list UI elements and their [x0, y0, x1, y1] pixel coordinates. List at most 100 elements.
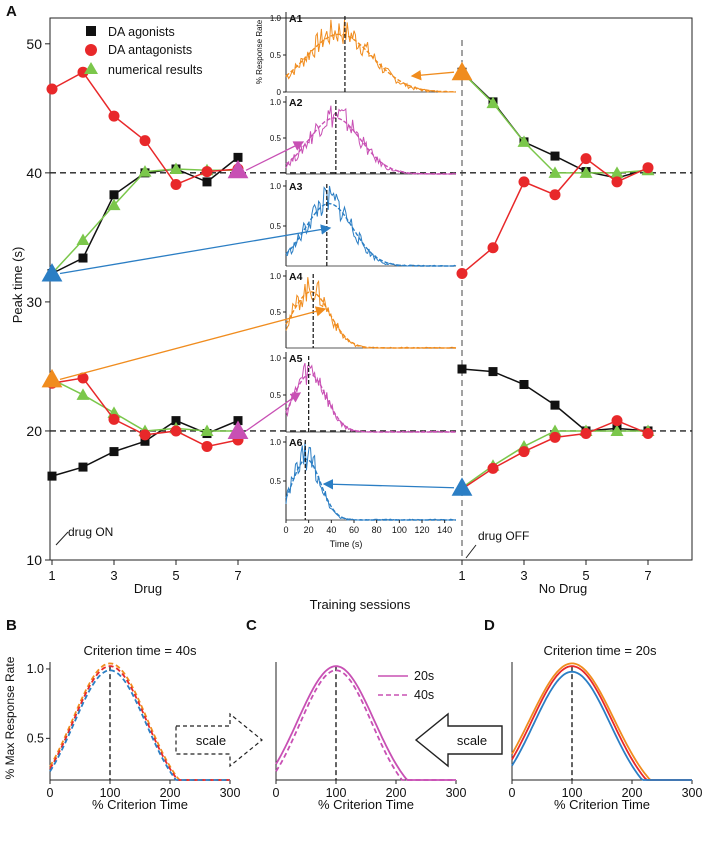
point-numerical-40-nodrug-3	[517, 135, 531, 147]
inset-label-A1: A1	[289, 13, 303, 25]
highlight-marker-A5	[227, 420, 249, 439]
inset-fit-A4	[285, 291, 456, 349]
inset-ylabel: % Response Rate	[255, 19, 264, 84]
arrow-to-A5	[245, 392, 302, 432]
inset-y-tick-label: 1.0	[270, 182, 282, 191]
x-tick-label-100: 100	[326, 786, 347, 800]
arrow-to-A3	[59, 224, 332, 275]
legend-label-numerical: numerical results	[108, 63, 202, 77]
panel-b: B Criterion time = 40s % Max Response Ra…	[3, 617, 240, 812]
point-numerical-40-nodrug-5	[579, 166, 593, 178]
scale-arrow-right-label: scale	[196, 733, 226, 748]
legend-marker-agonist	[86, 26, 96, 36]
inset-x-tick-label-20: 20	[304, 525, 314, 535]
x-tick-label-200: 200	[386, 786, 407, 800]
inset-A2: 0.5 1.0 A2	[270, 96, 457, 175]
point-agonist-20-nodrug-3	[519, 379, 529, 389]
arrow-to-A4	[59, 306, 327, 380]
inset-x-tick-label-100: 100	[392, 525, 407, 535]
point-agonist-20-drug-1	[47, 471, 57, 481]
panel-a-highlight-markers	[41, 61, 473, 496]
point-numerical-20-drug-2	[76, 388, 90, 400]
scale-arrow-left-shape	[414, 712, 503, 768]
y-tick-label-20: 20	[26, 423, 42, 439]
y-tick-label-50: 50	[26, 36, 42, 52]
inset-A5: 0.5 1.0 A5	[270, 352, 457, 433]
panel-b-chart: 0 100 200 300 % Criterion Time 0.5 1.0	[27, 662, 241, 812]
panel-a-legend: DA agonists DA antagonists numerical res…	[84, 25, 202, 77]
point-numerical-40-nodrug-4	[548, 166, 562, 178]
point-antagonist-40-nodrug-4	[549, 189, 561, 201]
point-numerical-40-nodrug-6	[610, 166, 624, 178]
point-antagonist-40-nodrug-6	[611, 176, 623, 188]
arrow-to-A1	[410, 70, 455, 81]
series-line-numerical-20-drug	[51, 378, 238, 432]
point-agonist-40-drug-6	[202, 177, 212, 187]
point-antagonist-40-drug-3	[108, 110, 120, 122]
inset-y-tick-label: 1.0	[270, 14, 282, 23]
inset-fit-A1	[285, 33, 457, 93]
scale-arrow-right: scale	[175, 712, 263, 768]
panel-a-frame	[49, 17, 693, 561]
drug-on-annotation: drug ON	[68, 525, 113, 539]
inset-A1: 0 0.5 1.0 A1 % Response Rate	[255, 12, 457, 97]
inset-xlabel: Time (s)	[330, 539, 363, 549]
x-tick-label-nodrug-5: 5	[582, 568, 589, 583]
inset-y-tick-label: 0.5	[270, 477, 282, 486]
legend-label-40s: 40s	[414, 688, 434, 702]
y-tick-label-30: 30	[26, 294, 42, 310]
highlight-marker-A4	[41, 368, 63, 388]
inset-fit-A2	[285, 117, 456, 175]
point-numerical-20-nodrug-6	[610, 424, 624, 436]
point-agonist-20-nodrug-4	[550, 400, 560, 410]
x-tick-label-300: 300	[682, 786, 703, 800]
point-antagonist-20-drug-2	[77, 372, 89, 384]
x-tick-label-drug-5: 5	[172, 568, 179, 583]
x-axis-label: % Criterion Time	[318, 797, 414, 812]
inset-x-tick-label-140: 140	[437, 525, 452, 535]
inset-fit-A5	[285, 373, 456, 433]
inset-label-A2: A2	[289, 97, 303, 109]
inset-trace-A6	[285, 441, 457, 521]
inset-y-tick-label: 0.5	[270, 222, 282, 231]
group-label-nodrug: No Drug	[539, 581, 587, 596]
point-agonist-20-drug-5	[171, 416, 181, 426]
panel-label-c: C	[246, 617, 257, 634]
x-tick-label-100: 100	[100, 786, 121, 800]
x-tick-label-0: 0	[509, 786, 516, 800]
x-tick-label-nodrug-7: 7	[644, 568, 651, 583]
x-axis-label: % Criterion Time	[554, 797, 650, 812]
point-antagonist-20-nodrug-2	[487, 462, 499, 474]
point-numerical-40-drug-5	[169, 162, 183, 174]
panel-d: D Criterion time = 20s 0 100 200 300 % Crite…	[484, 617, 702, 812]
point-agonist-40-drug-7	[233, 152, 243, 162]
x-tick-label-300: 300	[220, 786, 241, 800]
x-tick-label-0: 0	[273, 786, 280, 800]
series-line-agonist-40-nodrug	[461, 71, 649, 179]
point-antagonist-20-nodrug-7	[642, 428, 654, 440]
highlight-marker-A6	[451, 477, 473, 496]
inset-label-A6: A6	[289, 437, 303, 449]
panel-a-xlabel: Training sessions	[310, 597, 411, 612]
inset-label-A4: A4	[289, 271, 303, 283]
curve-20s	[275, 665, 456, 781]
point-antagonist-40-nodrug-7	[642, 162, 654, 174]
legend-label-agonist: DA agonists	[108, 25, 175, 39]
panel-c: C 0 100 200 300 % Criterion Time 20s 40s	[246, 617, 466, 812]
inset-y-tick-label: 1.0	[270, 438, 282, 447]
point-antagonist-40-drug-4	[139, 135, 151, 147]
arrow-to-A6	[322, 479, 455, 490]
panel-a-arrows	[59, 70, 455, 490]
highlight-marker-A1	[451, 61, 473, 81]
inset-A4: 0.5 1.0 A4	[270, 270, 457, 349]
drug-off-pointer	[465, 544, 477, 559]
x-tick-label-0: 0	[47, 786, 54, 800]
inset-A6: 0.5 1.0 A6 0 20 40 60 80 100 120 140 Time (s)	[270, 436, 457, 549]
point-antagonist-40-nodrug-1	[456, 268, 468, 280]
x-tick-label-200: 200	[160, 786, 181, 800]
point-agonist-20-drug-4	[140, 436, 150, 446]
inset-x-tick-label-40: 40	[326, 525, 336, 535]
curve-blue	[511, 670, 692, 781]
point-numerical-40-drug-2	[76, 233, 90, 245]
